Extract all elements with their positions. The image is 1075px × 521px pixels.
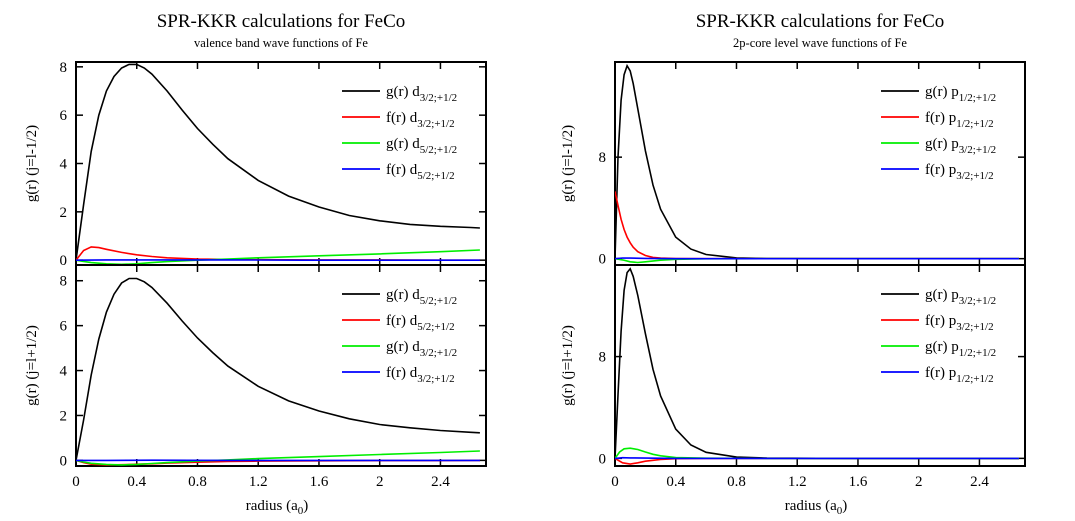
x-tick-label: 0.4 (127, 474, 146, 490)
x-tick-label: 2.4 (970, 474, 989, 490)
legend-entry-3: g(r) p1/2;+1/2 (881, 339, 996, 359)
x-tick-label: 1.2 (788, 474, 807, 490)
x-tick-label: 2.4 (431, 474, 450, 490)
panel-2: 0 8 0 0.4 0.8 1.2 1.6 2 2.4 g(r) (j=l+1/2) g(r) p3… (560, 264, 1026, 490)
legend-entry-1: g(r) p3/2;+1/2 (881, 287, 996, 307)
x-tick-label: 2 (376, 474, 384, 490)
series-line-3 (615, 447, 1019, 460)
series-line-4 (615, 257, 1019, 260)
legend-label: g(r) p1/2;+1/2 (925, 84, 996, 104)
legend-entry-2: f(r) d5/2;+1/2 (342, 313, 455, 333)
y-tick-label: 8 (60, 274, 68, 290)
series-line-2 (615, 191, 1019, 260)
y-tick-label: 2 (60, 408, 68, 424)
legend-entry-4: f(r) p3/2;+1/2 (881, 162, 994, 182)
series-line-3 (76, 450, 480, 466)
chart-1: SPR-KKR calculations for FeCo valence ban… (24, 11, 487, 517)
y-tick-label: 6 (60, 319, 68, 335)
legend-entry-2: f(r) p3/2;+1/2 (881, 313, 994, 333)
series-line-1 (76, 277, 480, 461)
chart-subtitle: 2p-core level wave functions of Fe (733, 36, 907, 50)
y-axis-label: g(r) (j=l+1/2) (24, 325, 40, 406)
plot-frame (614, 264, 1026, 467)
y-axis-label: g(r) (j=l+1/2) (560, 325, 576, 406)
chart-title: SPR-KKR calculations for FeCo (157, 11, 406, 32)
legend-label: g(r) d5/2;+1/2 (386, 136, 457, 156)
legend-entry-3: g(r) p3/2;+1/2 (881, 136, 996, 156)
y-tick-label: 2 (60, 205, 68, 221)
series-line-3 (76, 249, 480, 265)
legend-label: f(r) p3/2;+1/2 (925, 313, 994, 333)
x-tick-label: 2 (915, 474, 923, 490)
legend-label: g(r) d3/2;+1/2 (386, 84, 457, 104)
y-tick-label: 8 (60, 60, 68, 76)
y-axis-label: g(r) (j=l-1/2) (560, 125, 576, 202)
legend-entry-3: g(r) d3/2;+1/2 (342, 339, 457, 359)
y-tick-label: 8 (599, 150, 607, 166)
legend-label: f(r) p1/2;+1/2 (925, 110, 994, 130)
y-tick-label: 6 (60, 108, 68, 124)
legend-label: f(r) d3/2;+1/2 (386, 110, 455, 130)
chart-2: SPR-KKR calculations for FeCo 2p-core lev… (560, 11, 1026, 517)
legend-entry-1: g(r) d5/2;+1/2 (342, 287, 457, 307)
chart-subtitle: valence band wave functions of Fe (194, 36, 368, 50)
legend-label: f(r) d3/2;+1/2 (386, 365, 455, 385)
legend-label: g(r) d3/2;+1/2 (386, 339, 457, 359)
legend-entry-4: f(r) d3/2;+1/2 (342, 365, 455, 385)
x-tick-label: 0.8 (727, 474, 746, 490)
legend-label: f(r) d5/2;+1/2 (386, 313, 455, 333)
series-line-1 (76, 63, 480, 261)
y-tick-label: 4 (60, 364, 68, 380)
series-line-4 (615, 456, 1019, 460)
legend-label: g(r) p1/2;+1/2 (925, 339, 996, 359)
legend-label: g(r) p3/2;+1/2 (925, 136, 996, 156)
x-tick-label: 0.4 (666, 474, 685, 490)
x-tick-label: 1.2 (249, 474, 268, 490)
x-tick-label: 0 (72, 474, 80, 490)
y-tick-label: 0 (599, 252, 607, 268)
x-tick-label: 1.6 (849, 474, 868, 490)
x-tick-label: 0.8 (188, 474, 207, 490)
y-tick-label: 4 (60, 157, 68, 173)
legend-entry-1: g(r) p1/2;+1/2 (881, 84, 996, 104)
legend-label: g(r) d5/2;+1/2 (386, 287, 457, 307)
x-axis-label: radius (a0) (246, 498, 309, 517)
x-axis-label: radius (a0) (785, 498, 848, 517)
x-tick-label: 0 (611, 474, 619, 490)
panel-2: 0 2 4 6 8 0 0.4 0.8 1.2 1.6 2 2.4 g(r) (j=l+1/2) g(r)… (24, 264, 487, 490)
legend-label: f(r) d5/2;+1/2 (386, 162, 455, 182)
legend-entry-4: f(r) d5/2;+1/2 (342, 162, 455, 182)
legend-entry-2: f(r) d3/2;+1/2 (342, 110, 455, 130)
plot-frame (75, 264, 487, 467)
panel-1: 0 8 g(r) (j=l-1/2) g(r) p1/2;+1/2 f(r) p1/2;… (560, 61, 1026, 268)
y-tick-label: 0 (599, 451, 607, 467)
chart-title: SPR-KKR calculations for FeCo (696, 11, 945, 32)
legend-entry-1: g(r) d3/2;+1/2 (342, 84, 457, 104)
x-tick-label: 1.6 (310, 474, 329, 490)
y-tick-label: 8 (599, 350, 607, 366)
panel-1: 0 2 4 6 8 g(r) (j=l-1/2) g(r) d3/2;+1/2 f(r) d3… (24, 60, 487, 269)
legend-label: g(r) p3/2;+1/2 (925, 287, 996, 307)
legend-label: f(r) p1/2;+1/2 (925, 365, 994, 385)
y-tick-label: 0 (60, 453, 68, 469)
legend-entry-3: g(r) d5/2;+1/2 (342, 136, 457, 156)
legend-entry-2: f(r) p1/2;+1/2 (881, 110, 994, 130)
legend-entry-4: f(r) p1/2;+1/2 (881, 365, 994, 385)
y-tick-label: 0 (60, 253, 68, 269)
y-axis-label: g(r) (j=l-1/2) (24, 125, 40, 202)
legend-label: f(r) p3/2;+1/2 (925, 162, 994, 182)
